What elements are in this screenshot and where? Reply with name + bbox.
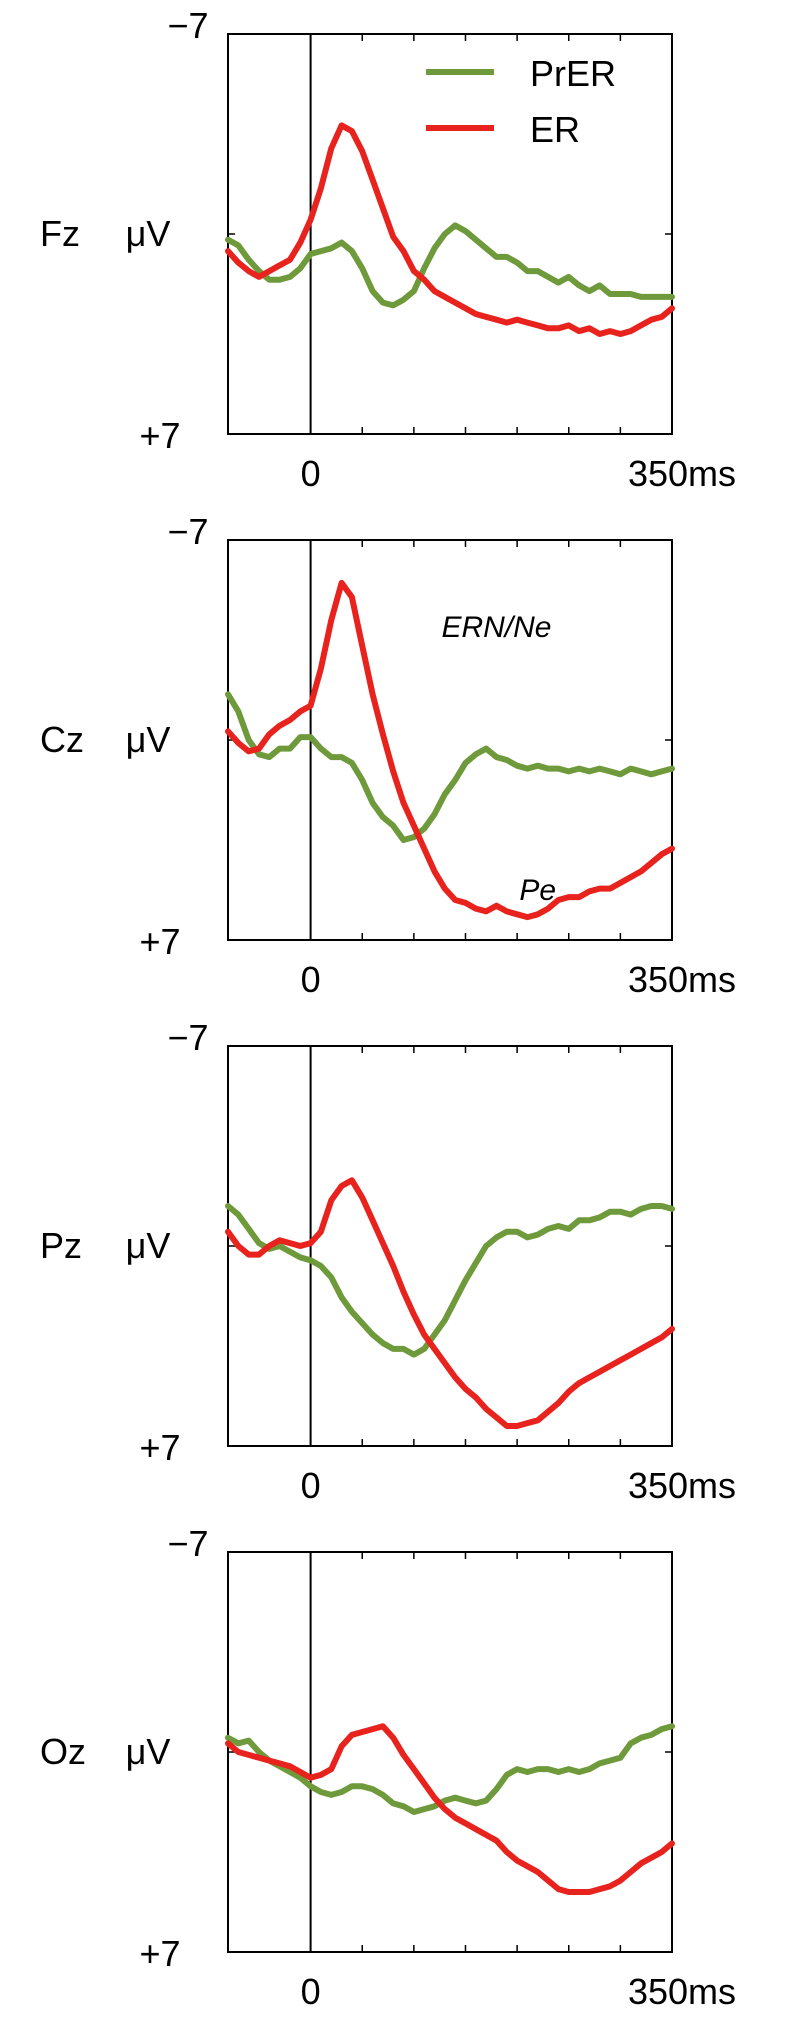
x-tick-label-end: 350ms bbox=[628, 1465, 736, 1506]
y-tick-label-bottom: +7 bbox=[139, 1427, 180, 1468]
series-line-er bbox=[225, 1177, 675, 1429]
channel-label: Fz bbox=[40, 213, 80, 254]
annotation-label: ERN/Ne bbox=[441, 611, 551, 644]
series-line-prer bbox=[225, 222, 675, 309]
series-line-prer bbox=[225, 1203, 675, 1358]
y-tick-label-bottom: +7 bbox=[139, 921, 180, 962]
channel-label: Pz bbox=[40, 1225, 82, 1266]
y-tick-label-top: −7 bbox=[167, 511, 208, 552]
y-tick-label-top: −7 bbox=[167, 5, 208, 46]
series-line-er bbox=[225, 1723, 675, 1895]
series-line-prer bbox=[225, 691, 675, 843]
panel-fz bbox=[225, 33, 675, 435]
annotation-label: Pe bbox=[519, 874, 556, 907]
series-line-prer bbox=[225, 1723, 675, 1815]
series-line-er bbox=[225, 579, 675, 921]
x-tick-label-end: 350ms bbox=[628, 959, 736, 1000]
plot-frame bbox=[227, 1551, 673, 1953]
panel-cz bbox=[225, 539, 675, 941]
channel-label: Oz bbox=[40, 1731, 86, 1772]
series-line-er bbox=[225, 122, 675, 337]
panel-pz bbox=[225, 1045, 675, 1447]
y-tick-label-top: −7 bbox=[167, 1017, 208, 1058]
y-tick-label-bottom: +7 bbox=[139, 1933, 180, 1974]
y-axis-unit: μV bbox=[126, 719, 171, 760]
y-axis-unit: μV bbox=[126, 1225, 171, 1266]
y-tick-label-bottom: +7 bbox=[139, 415, 180, 456]
x-tick-label-zero: 0 bbox=[301, 1971, 321, 2012]
x-tick-label-end: 350ms bbox=[628, 1971, 736, 2012]
legend-label-er: ER bbox=[530, 109, 580, 150]
legend-label-prer: PrER bbox=[530, 53, 616, 94]
y-axis-unit: μV bbox=[126, 213, 171, 254]
channel-label: Cz bbox=[40, 719, 84, 760]
x-tick-label-zero: 0 bbox=[301, 1465, 321, 1506]
x-tick-label-zero: 0 bbox=[301, 959, 321, 1000]
y-tick-label-top: −7 bbox=[167, 1523, 208, 1564]
y-axis-unit: μV bbox=[126, 1731, 171, 1772]
panel-oz bbox=[225, 1551, 675, 1953]
legend: PrER ER bbox=[426, 53, 616, 150]
x-tick-label-end: 350ms bbox=[628, 453, 736, 494]
plot-frame bbox=[227, 33, 673, 435]
x-tick-label-zero: 0 bbox=[301, 453, 321, 494]
